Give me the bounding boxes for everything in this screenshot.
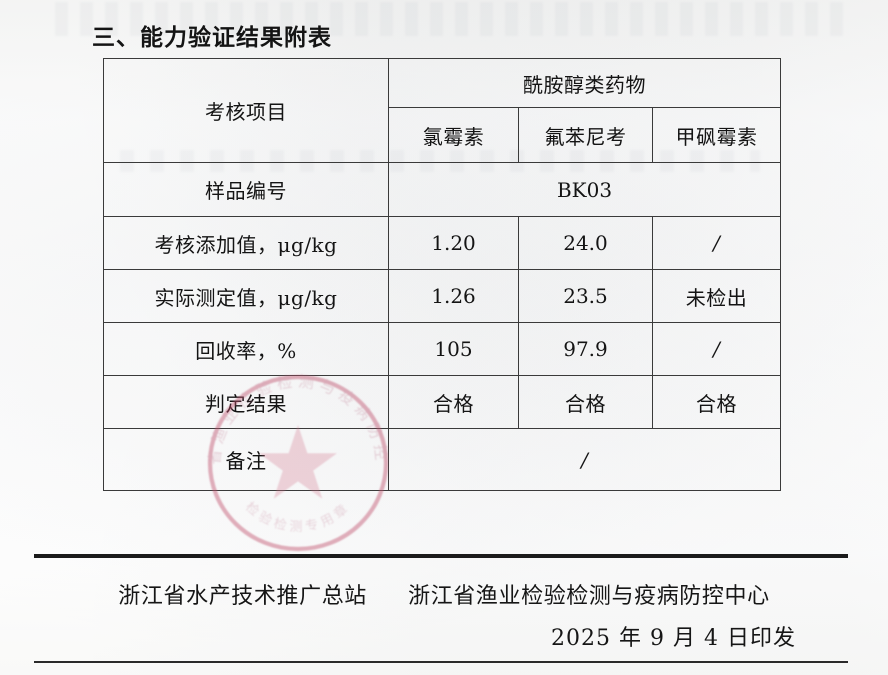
header-cell-analyte-1: 氯霉素 xyxy=(388,107,519,163)
row-value-spiked-value-2: 24.0 xyxy=(518,216,653,270)
row-value-spiked-value-1: 1.20 xyxy=(388,216,519,270)
table-header-row-group: 考核项目 酰胺醇类药物 xyxy=(103,58,782,163)
row-label-recovery-rate: 回收率，% xyxy=(103,322,389,376)
table-row: 样品编号 BK03 xyxy=(103,162,782,217)
header-cell-analyte-2: 氟苯尼考 xyxy=(518,107,653,163)
table-row: 实际测定值，μg/kg 1.26 23.5 未检出 xyxy=(103,269,782,323)
footer-divider-rule xyxy=(34,554,848,558)
row-label-measured-value: 实际测定值，μg/kg xyxy=(103,269,389,323)
section-heading: 三、能力验证结果附表 xyxy=(92,25,332,51)
footer-org-left: 浙江省水产技术推广总站 xyxy=(118,584,367,609)
row-value-verdict-1: 合格 xyxy=(388,375,519,429)
table-row: 备注 / xyxy=(103,428,782,491)
row-label-remarks: 备注 xyxy=(103,428,389,491)
row-value-recovery-rate-3: / xyxy=(651,322,782,376)
header-cell-analyte-group: 酰胺醇类药物 xyxy=(387,58,782,108)
row-value-remarks: / xyxy=(387,428,782,491)
row-value-recovery-rate-1: 105 xyxy=(388,322,519,376)
row-value-measured-value-2: 23.5 xyxy=(518,269,653,323)
table-row: 回收率，% 105 97.9 / xyxy=(103,322,782,376)
header-cell-analyte-3: 甲砜霉素 xyxy=(651,107,782,163)
row-value-measured-value-3: 未检出 xyxy=(651,269,782,323)
row-value-verdict-3: 合格 xyxy=(651,375,782,429)
row-value-recovery-rate-2: 97.9 xyxy=(518,322,653,376)
footer-issue-date: 2025 年 9 月 4 日印发 xyxy=(551,626,796,651)
row-value-sample-id: BK03 xyxy=(387,162,782,217)
table-row: 考核添加值，μg/kg 1.20 24.0 / xyxy=(103,216,782,270)
footer-bottom-rule xyxy=(34,661,848,663)
table-row: 判定结果 合格 合格 合格 xyxy=(103,375,782,429)
row-label-sample-id: 样品编号 xyxy=(103,162,389,217)
row-label-spiked-value: 考核添加值，μg/kg xyxy=(103,216,389,270)
row-value-spiked-value-3: / xyxy=(651,216,782,270)
footer-organizations: 浙江省水产技术推广总站 浙江省渔业检验检测与疫病防控中心 xyxy=(0,578,888,610)
footer-org-right: 浙江省渔业检验检测与疫病防控中心 xyxy=(408,584,770,609)
capability-verification-result-table: 考核项目 酰胺醇类药物 氯霉素 氟苯尼考 甲砜霉素 样品编号 BK03 考核添加… xyxy=(103,58,782,491)
row-value-verdict-2: 合格 xyxy=(518,375,653,429)
header-cell-item-column: 考核项目 xyxy=(103,58,389,163)
row-label-verdict: 判定结果 xyxy=(103,375,389,429)
svg-text:检验检测专用章: 检验检测专用章 xyxy=(242,499,354,535)
row-value-measured-value-1: 1.26 xyxy=(388,269,519,323)
